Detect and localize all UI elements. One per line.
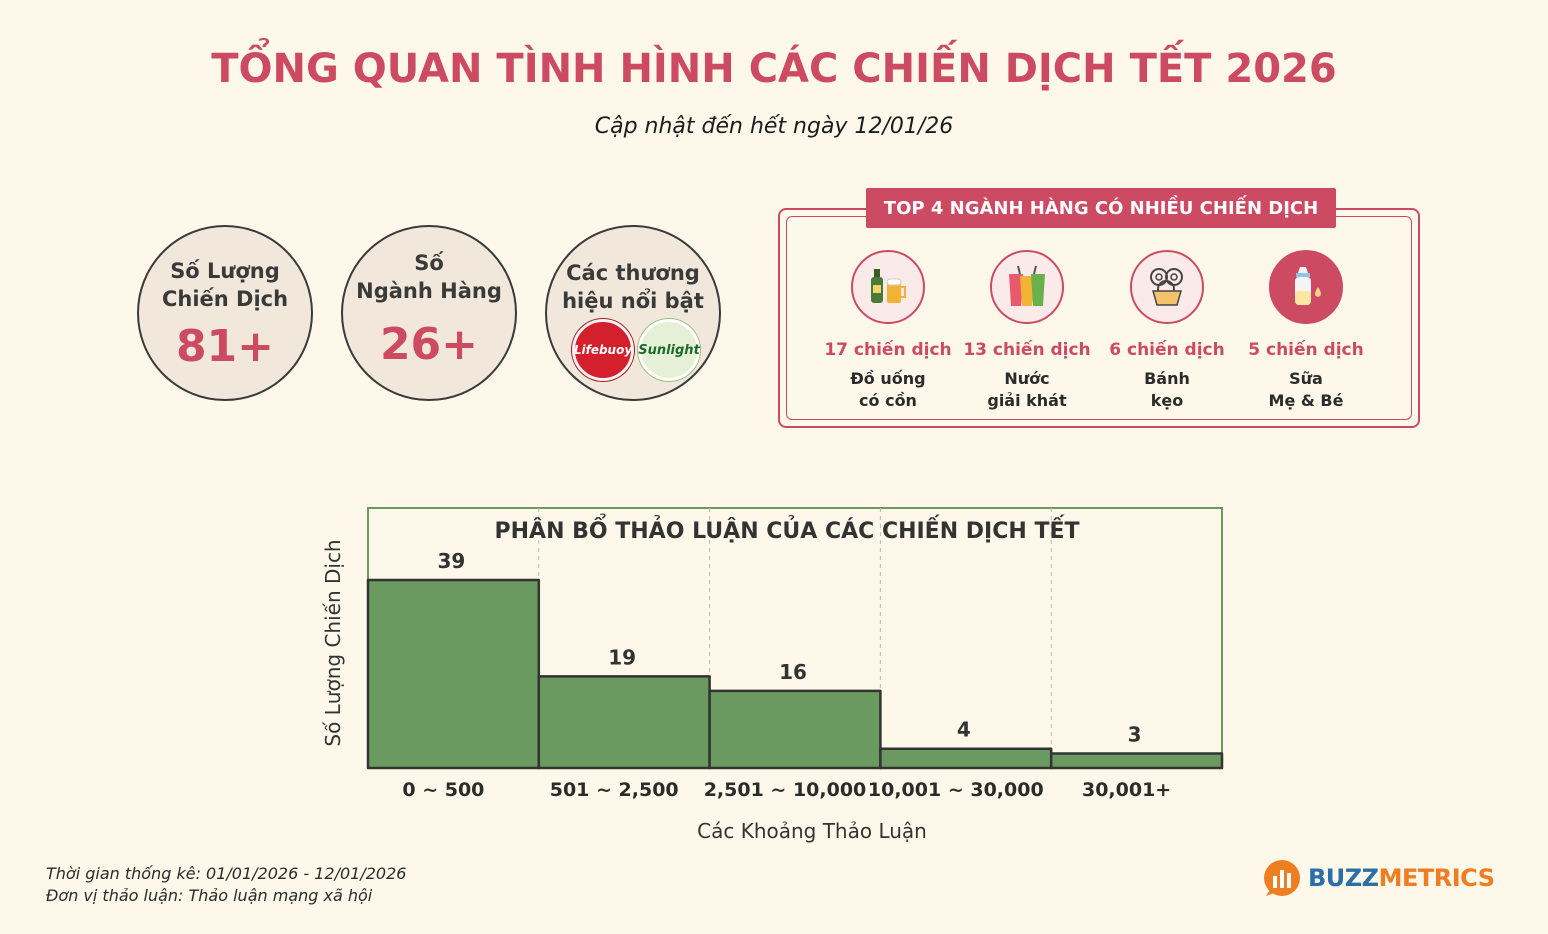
chart-bar [1049, 752, 1224, 770]
x-tick-label: 501 ~ 2,500 [550, 779, 679, 801]
buzzmetrics-wordmark: BUZZMETRICS [1308, 864, 1495, 892]
stat-industries-label-2: Ngành Hàng [356, 279, 502, 303]
stat-campaigns-label-1: Số Lượng [170, 259, 280, 283]
brand-part-1: BUZZ [1308, 864, 1379, 892]
x-tick-label: 0 ~ 500 [402, 779, 484, 801]
y-axis-label: Số Lượng Chiến Dịch [321, 539, 345, 746]
brand-part-2: METRICS [1378, 864, 1495, 892]
cookie-icon [1130, 250, 1204, 324]
bar-value-label: 3 [1128, 723, 1142, 747]
stat-campaigns: Số Lượng Chiến Dịch 81+ [137, 225, 313, 401]
baby-bottle-icon [1269, 250, 1343, 324]
lifebuoy-logo: Lifebuoy [572, 319, 634, 381]
category-count: 5 chiến dịch [1248, 340, 1364, 360]
category-name-2: giải khát [987, 391, 1067, 410]
category-count: 17 chiến dịch [824, 340, 952, 360]
chart-bar [708, 689, 882, 770]
category-count: 6 chiến dịch [1109, 340, 1225, 360]
stat-brands-label-1: Các thương [566, 261, 700, 285]
stat-campaigns-value: 81+ [175, 321, 275, 372]
category-name-2: kẹo [1150, 391, 1184, 410]
beer-bottle-icon [851, 250, 925, 324]
bar-value-label: 39 [437, 549, 465, 573]
chart-bar [879, 747, 1053, 770]
chart-bar [537, 675, 711, 770]
stat-campaigns-label-2: Chiến Dịch [161, 287, 289, 311]
x-tick-label: 10,001 ~ 30,000 [868, 779, 1044, 801]
x-axis-label: Các Khoảng Thảo Luận [697, 819, 927, 843]
category-item: 13 chiến dịch Nước giải khát [952, 250, 1102, 412]
chart-title: PHÂN BỔ THẢO LUẬN CỦA CÁC CHIẾN DỊCH TẾT [495, 514, 1080, 544]
bar-value-label: 4 [957, 718, 971, 742]
footer-unit: Đơn vị thảo luận: Thảo luận mạng xã hội [46, 886, 373, 905]
chart-bar [366, 578, 541, 770]
category-name-1: Bánh [1144, 369, 1190, 388]
category-name-2: Mẹ & Bé [1268, 391, 1344, 410]
stat-industries: Số Ngành Hàng 26+ [341, 225, 517, 401]
bar-value-label: 19 [608, 645, 636, 669]
category-name-1: Sữa [1289, 369, 1323, 388]
page-title: TỔNG QUAN TÌNH HÌNH CÁC CHIẾN DỊCH TẾT 2… [211, 46, 1337, 92]
page-subtitle: Cập nhật đến hết ngày 12/01/26 [594, 114, 954, 139]
stat-brands-label-2: hiệu nổi bật [562, 289, 704, 313]
stat-industries-label-1: Số [414, 251, 444, 275]
category-item: 5 chiến dịch Sữa Mẹ & Bé [1231, 250, 1381, 412]
category-count: 13 chiến dịch [963, 340, 1091, 360]
x-tick-label: 30,001+ [1082, 779, 1171, 801]
buzzmetrics-logo: BUZZMETRICS [1262, 858, 1495, 898]
bar-value-label: 16 [779, 660, 807, 684]
stat-brands: Các thương hiệu nổi bật Lifebuoy Sunligh… [545, 225, 721, 401]
stat-industries-value: 26+ [379, 319, 479, 370]
category-name-1: Đồ uống [850, 369, 926, 388]
top-categories-title: TOP 4 NGÀNH HÀNG CÓ NHIỀU CHIẾN DỊCH [866, 188, 1336, 228]
sunlight-logo: Sunlight [638, 319, 700, 381]
category-item: 17 chiến dịch Đồ uống có cồn [813, 250, 963, 412]
x-tick-label: 2,501 ~ 10,000 [704, 779, 867, 801]
category-item: 6 chiến dịch Bánh kẹo [1092, 250, 1242, 412]
buzzmetrics-chart-icon [1264, 860, 1300, 896]
category-name-2: có cồn [859, 391, 917, 410]
category-name-1: Nước [1004, 369, 1050, 388]
footer-period: Thời gian thống kê: 01/01/2026 - 12/01/2… [46, 864, 407, 883]
footer-notes: Thời gian thống kê: 01/01/2026 - 12/01/2… [46, 863, 406, 907]
soft-drink-icon [990, 250, 1064, 324]
